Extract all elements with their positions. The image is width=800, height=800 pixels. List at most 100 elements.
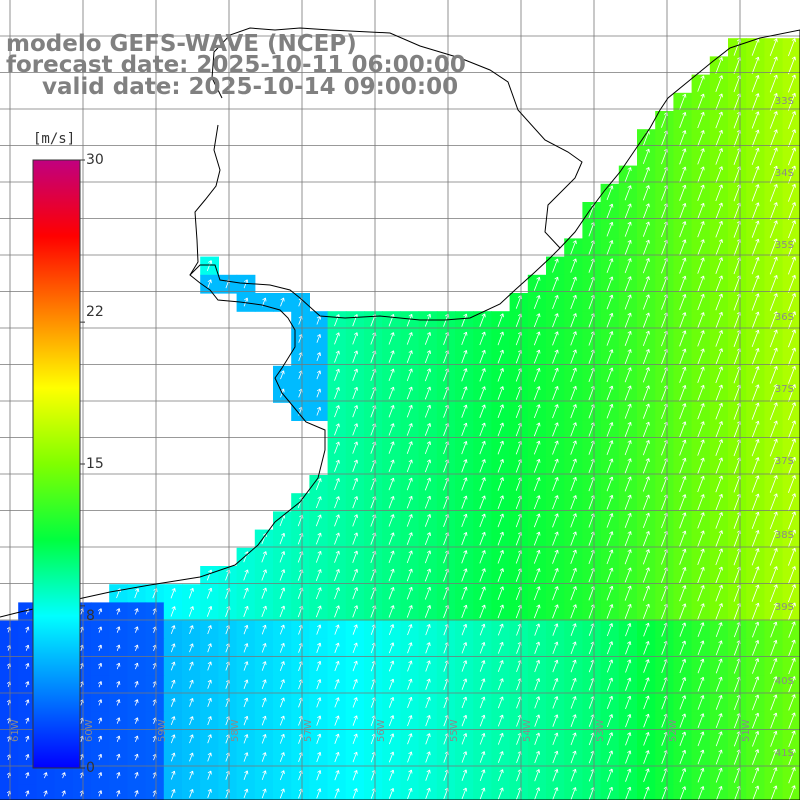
wind-arrow [97,699,103,706]
wind-arrow [116,662,121,670]
wind-arrow [25,790,30,797]
wind-arrow [552,677,559,691]
wind-arrow [261,587,267,599]
wind-arrow [606,659,613,673]
wind-arrow [715,402,723,420]
wind-arrow [769,420,778,439]
wind-arrow [316,715,322,726]
wind-arrow [679,731,686,746]
wind-arrow [769,202,778,220]
wind-arrow [770,676,778,693]
wind-arrow [715,439,723,456]
wind-arrow [479,368,486,382]
wind-arrow [407,696,413,708]
wind-arrow [479,459,486,473]
wind-arrow [424,441,431,455]
wind-arrow [769,74,778,93]
lat-label-41s: 41S [774,748,794,759]
wind-arrow [642,549,650,565]
wind-arrow [207,752,212,762]
wind-arrow [407,678,413,690]
wind-arrow [170,770,176,780]
wind-arrow [697,184,705,201]
wind-arrow [679,239,687,256]
wind-arrow [352,441,358,454]
wind-arrow [534,678,540,691]
lat-label-37s-a: 37S [774,384,794,395]
wind-arrow [679,749,686,765]
wind-arrow [679,768,686,783]
wind-arrow [352,605,358,618]
wind-arrow [788,785,796,800]
wind-arrow [697,585,705,602]
wind-arrow [497,313,504,328]
wind-arrow [788,183,796,202]
wind-arrow [533,349,541,364]
colorbar-tick-30: 30 [86,152,104,168]
wind-arrow [479,678,486,691]
lat-label-39s: 39S [774,602,794,613]
wind-arrow [280,370,285,380]
wind-arrow [570,677,577,691]
wind-arrow [316,642,322,653]
wind-arrow [388,733,395,745]
wind-arrow [788,475,796,493]
wind-arrow [261,605,267,618]
wind-arrow [497,714,504,727]
wind-arrow [479,714,486,727]
wind-arrow [643,786,650,800]
wind-arrow [533,404,541,419]
wind-arrow [243,279,249,289]
wind-arrow [769,347,778,366]
wind-arrow [352,514,358,527]
wind-arrow [624,312,632,328]
wind-arrow [643,731,650,746]
wind-arrow [642,348,650,365]
wind-arrow [479,349,486,364]
colorbar-tick-22: 22 [86,304,104,320]
wind-arrow [715,275,723,293]
wind-arrow [407,751,413,763]
wind-arrow [425,696,431,709]
wind-arrow [715,220,723,238]
wind-arrow [497,787,504,800]
wind-arrow [624,585,632,601]
wind-arrow [279,569,286,581]
wind-arrow [406,550,413,564]
wind-arrow [642,185,650,201]
wind-arrow [388,787,395,799]
wind-arrow [570,367,577,382]
wind-arrow [479,641,486,654]
wind-arrow [461,733,468,745]
wind-arrow [697,731,705,747]
wind-arrow [279,605,286,618]
wind-arrow [788,584,796,603]
wind-arrow [352,477,358,491]
colorbar-unit: [m/s] [33,131,76,147]
wind-arrow [97,790,103,797]
wind-arrow [116,717,121,724]
wind-arrow [97,626,103,633]
wind-arrow [697,384,705,402]
wind-arrow [334,459,340,472]
wind-arrow [788,676,796,693]
wind-arrow [552,768,559,782]
wind-arrow [534,787,540,800]
wind-arrow [751,74,760,93]
wind-arrow [134,644,139,652]
wind-arrow [751,366,760,384]
colorbar-tick-0: 0 [86,760,95,776]
wind-arrow [788,694,796,711]
wind-arrow [624,330,632,346]
wind-arrow [642,221,650,237]
wind-arrow [679,166,687,183]
wind-arrow [188,606,194,617]
wind-arrow [751,93,760,111]
wind-arrow [315,605,322,618]
wind-arrow [552,732,559,746]
wind-arrow [461,586,468,600]
wind-arrow [424,550,431,564]
wind-arrow [316,315,321,325]
wind-arrow [334,550,340,563]
